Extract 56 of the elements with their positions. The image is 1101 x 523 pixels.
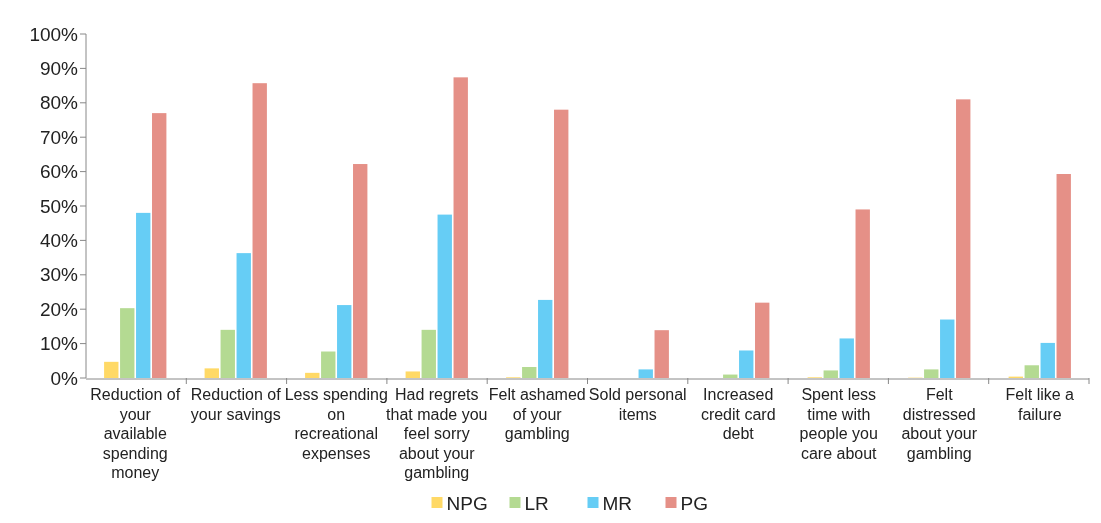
bar [220, 329, 235, 378]
bar [855, 209, 870, 378]
bar [554, 109, 569, 378]
y-tick-label: 20% [39, 298, 79, 320]
y-tick-label: 10% [39, 333, 79, 355]
bar [755, 302, 770, 378]
y-tick-label: 60% [39, 161, 79, 183]
bar [437, 214, 452, 378]
bar [337, 305, 352, 378]
x-tick-label: Felt distressed about your gambling [901, 386, 978, 462]
bar [924, 369, 939, 378]
bar [236, 253, 251, 378]
bar [136, 212, 151, 378]
bar [1056, 174, 1071, 378]
y-tick-label: 100% [29, 23, 79, 45]
y-tick-label: 70% [39, 126, 79, 148]
bar [353, 164, 368, 378]
y-tick-label: 30% [39, 264, 79, 286]
bar [204, 368, 219, 378]
bar [1040, 342, 1055, 378]
x-tick-label: Increased credit card debt [700, 386, 776, 442]
legend-label: LR [524, 492, 549, 514]
bar [120, 308, 135, 378]
x-tick-label: Had regrets that made you feel sorry about your gambling [386, 386, 488, 481]
y-tick-label: 90% [39, 58, 79, 80]
x-tick-label: Felt ashamed of your gambling [488, 386, 586, 442]
x-tick-label: Felt like a failure [1005, 386, 1075, 423]
bar [1024, 365, 1039, 378]
bar [654, 330, 669, 378]
x-tick-label: Spent less time with people you care about [799, 386, 878, 462]
y-tick-label: 0% [50, 367, 79, 389]
bar [823, 370, 838, 378]
legend-label: NPG [446, 492, 488, 514]
bar [321, 351, 336, 378]
bar [405, 371, 420, 378]
bar [739, 350, 754, 378]
bar [839, 338, 854, 378]
legend-label: MR [602, 492, 633, 514]
y-tick-label: 50% [39, 195, 79, 217]
x-tick-label: Reduction of your available spending money [90, 386, 181, 481]
x-tick-label: Reduction of your savings [190, 386, 282, 423]
x-tick-label: Sold personal items [588, 386, 687, 423]
bar [305, 372, 320, 378]
bar [104, 361, 119, 378]
bar [940, 319, 955, 378]
bar [638, 369, 653, 378]
bar [421, 329, 436, 378]
legend-label: PG [680, 492, 708, 514]
y-tick-label: 80% [39, 92, 79, 114]
bar [252, 83, 267, 378]
bar [956, 99, 971, 378]
bar [522, 366, 537, 378]
bar [152, 113, 167, 378]
y-tick-label: 40% [39, 230, 79, 252]
bar [453, 77, 468, 378]
bar [538, 299, 553, 378]
